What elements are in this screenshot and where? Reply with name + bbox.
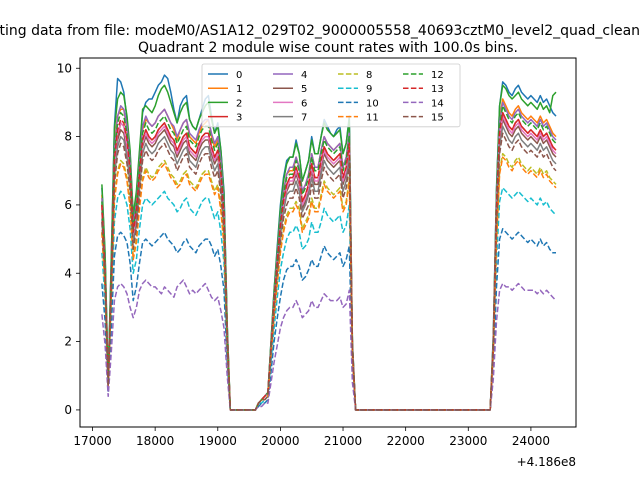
- axes-frame: [79, 57, 577, 428]
- legend-label-14: 14: [431, 98, 444, 109]
- legend-label-9: 9: [366, 84, 372, 95]
- x-tick-label: 22000: [387, 434, 425, 448]
- legend-label-3: 3: [236, 113, 242, 124]
- legend-label-0: 0: [236, 70, 242, 81]
- x-axis: 17000 18000 19000 20000 21000 22000 23000 24000: [73, 427, 550, 448]
- legend-label-1: 1: [236, 84, 242, 95]
- legend-label-12: 12: [431, 70, 444, 81]
- x-tick-label: 23000: [449, 434, 487, 448]
- suptitle: Plotting data from file: modeM0/AS1A12_0…: [0, 23, 640, 39]
- legend-label-10: 10: [366, 98, 379, 109]
- chart-title: Quadrant 2 module wise count rates with …: [138, 40, 518, 56]
- x-tick-label: 19000: [199, 434, 237, 448]
- series-group: [101, 74, 557, 411]
- legend-label-15: 15: [431, 113, 444, 124]
- x-tick-label: 18000: [136, 434, 174, 448]
- y-tick-label: 0: [64, 403, 72, 417]
- y-tick-label: 8: [64, 130, 72, 144]
- x-tick-label: 17000: [73, 434, 111, 448]
- x-tick-label: 21000: [324, 434, 362, 448]
- plot-area: [79, 57, 577, 428]
- y-tick-label: 6: [64, 198, 72, 212]
- x-offset-label: +4.186e8: [517, 455, 576, 469]
- y-tick-label: 10: [57, 61, 72, 75]
- x-tick-label: 24000: [512, 434, 550, 448]
- x-tick-label: 20000: [261, 434, 299, 448]
- y-tick-label: 4: [64, 266, 72, 280]
- legend-label-8: 8: [366, 70, 372, 81]
- series-line-11: [101, 156, 557, 411]
- y-axis: 0 2 4 6 8 10: [57, 61, 80, 417]
- legend-label-11: 11: [366, 113, 379, 124]
- legend-label-5: 5: [301, 84, 307, 95]
- legend-box: [201, 63, 461, 128]
- legend-label-7: 7: [301, 113, 307, 124]
- legend-label-2: 2: [236, 98, 242, 109]
- legend-label-13: 13: [431, 84, 444, 95]
- legend-label-6: 6: [301, 98, 307, 109]
- legend-label-4: 4: [301, 70, 307, 81]
- series-line-15: [101, 132, 557, 411]
- y-tick-label: 2: [64, 335, 72, 349]
